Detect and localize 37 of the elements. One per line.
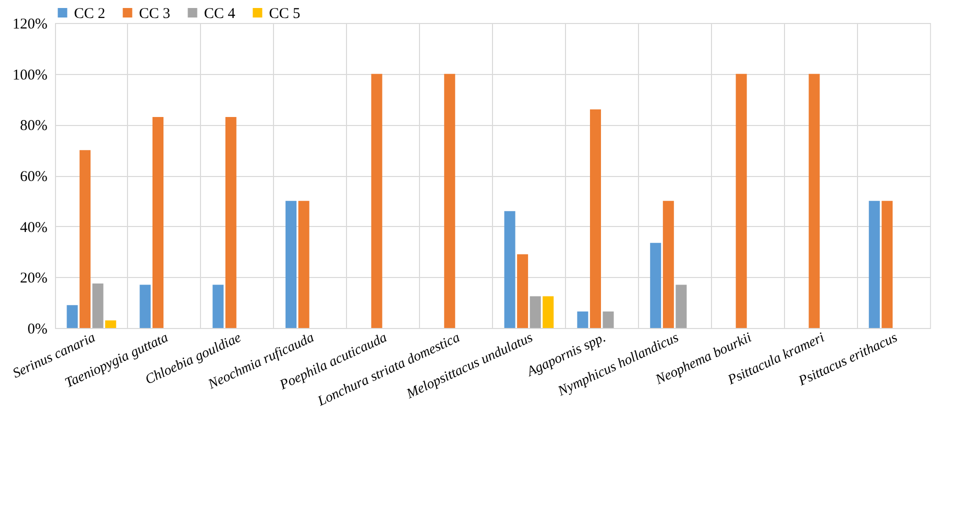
y-tick-label: 120% [12, 16, 48, 32]
bar [152, 117, 164, 328]
bar [66, 305, 78, 328]
bar [371, 74, 382, 328]
bar [882, 200, 893, 328]
bar [662, 200, 674, 328]
legend-label: CC 3 [139, 6, 170, 22]
bar [590, 109, 601, 328]
bar [92, 284, 104, 328]
y-tick-label: 60% [20, 169, 48, 185]
bar [530, 296, 541, 328]
bar [105, 320, 116, 328]
bar [868, 200, 880, 328]
y-tick-label: 0% [28, 322, 48, 338]
legend-label: CC 5 [269, 6, 300, 22]
bar [542, 296, 554, 328]
bar [212, 284, 224, 328]
bar [602, 311, 614, 328]
y-tick-label: 80% [20, 118, 48, 134]
bar [517, 254, 528, 328]
bar [504, 211, 516, 328]
bar [808, 74, 820, 328]
bar [736, 74, 747, 328]
bar [140, 284, 151, 328]
y-tick-label: 100% [12, 67, 48, 84]
bar [577, 311, 588, 328]
bar [298, 200, 310, 328]
legend-label: CC 2 [74, 6, 106, 22]
bar [444, 74, 456, 328]
y-tick-label: 20% [20, 270, 48, 287]
bar [650, 242, 662, 328]
y-tick-label: 40% [20, 220, 48, 236]
bar [80, 150, 91, 328]
bar [286, 200, 297, 328]
bar [676, 284, 687, 328]
bar [225, 117, 236, 328]
legend-label: CC 4 [204, 6, 236, 22]
